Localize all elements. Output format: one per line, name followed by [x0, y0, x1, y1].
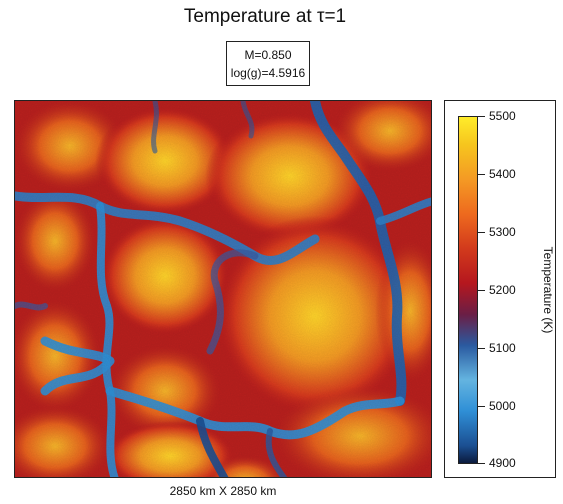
colorbar-label: Temperature (K) — [541, 246, 555, 334]
granulation-heatmap — [15, 101, 431, 477]
colorbar-tick-label: 5200 — [489, 283, 516, 297]
colorbar-tick — [478, 463, 485, 464]
colorbar — [458, 116, 478, 464]
colorbar-tick-label: 5100 — [489, 341, 516, 355]
colorbar-tick — [478, 232, 485, 233]
colorbar-frame — [444, 100, 556, 478]
extent-label: 2850 km X 2850 km — [169, 484, 277, 498]
parameter-box: M=0.850 log(g)=4.5916 — [226, 41, 310, 86]
temperature-map — [14, 100, 432, 478]
colorbar-tick-label: 5300 — [489, 225, 516, 239]
parameter-mass: M=0.850 — [244, 48, 292, 62]
colorbar-tick — [478, 116, 485, 117]
chart-title: Temperature at τ=1 — [183, 6, 347, 27]
colorbar-tick-label: 5000 — [489, 399, 516, 413]
colorbar-tick — [478, 174, 485, 175]
colorbar-tick — [478, 406, 485, 407]
colorbar-tick-label: 5400 — [489, 167, 516, 181]
colorbar-tick-label: 4900 — [489, 456, 516, 470]
parameter-logg: log(g)=4.5916 — [230, 66, 306, 80]
colorbar-tick — [478, 290, 485, 291]
colorbar-tick — [478, 348, 485, 349]
colorbar-tick-label: 5500 — [489, 109, 516, 123]
